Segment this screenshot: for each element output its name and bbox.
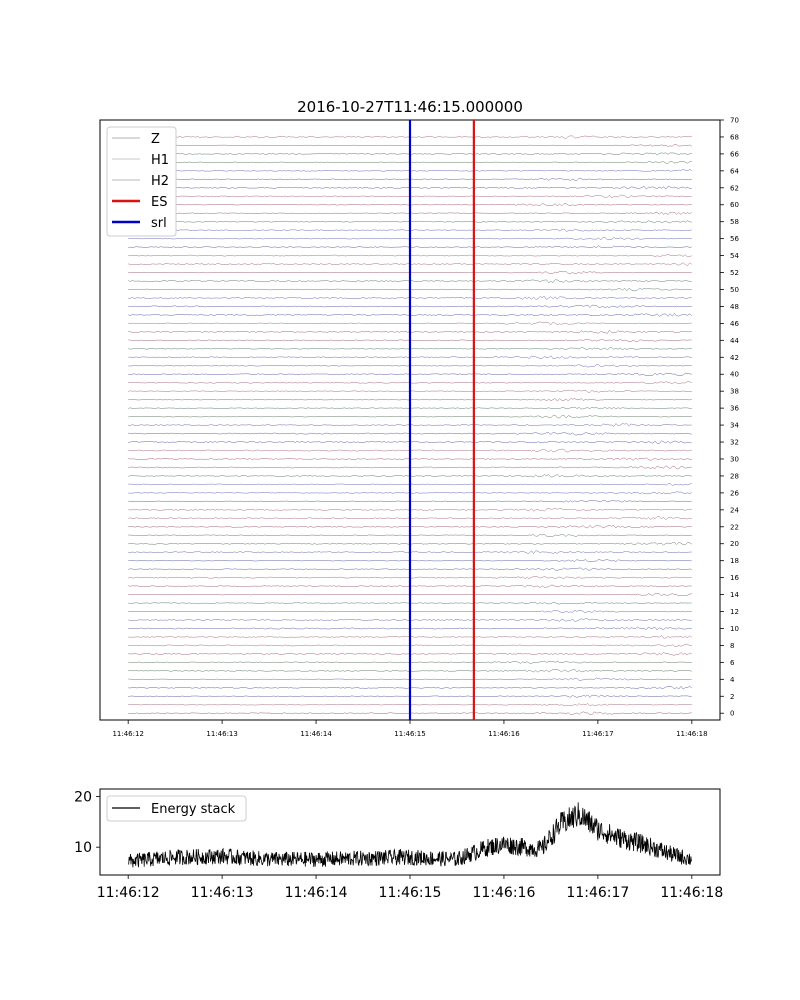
legend-energy-label: Energy stack (151, 802, 236, 817)
y-tick-label: 66 (730, 150, 739, 158)
y-tick-label: 64 (730, 167, 739, 175)
y-tick-label: 52 (730, 269, 739, 277)
y-tick-label: 54 (730, 252, 739, 260)
x-tick-label: 11:46:13 (206, 730, 237, 738)
y-tick-label: 14 (730, 591, 739, 599)
traces-panel: 2016-10-27T11:46:15.000000 11:46:12 11:46… (99, 98, 739, 738)
chart-title: 2016-10-27T11:46:15.000000 (297, 98, 523, 116)
x-tick-label: 11:46:17 (566, 885, 629, 901)
energy-panel: 11:46:12 11:46:13 11:46:14 11:46:15 11:46:16… (74, 788, 723, 901)
legend-srl-label: srl (151, 216, 167, 231)
x-tick-label: 11:46:16 (488, 730, 520, 738)
y-tick-label: 4 (730, 676, 735, 684)
x-tick-label: 11:46:15 (379, 885, 442, 901)
y-tick-label: 30 (730, 455, 739, 463)
y-tick-label: 10 (74, 840, 92, 856)
y-tick-label: 56 (730, 235, 739, 243)
legend-h2-label: H2 (151, 174, 169, 189)
x-tick-label: 11:46:12 (97, 885, 160, 901)
y-tick-label: 20 (74, 790, 92, 806)
energy-layer (128, 802, 693, 868)
x-tick-label: 11:46:14 (300, 730, 332, 738)
x-tick-label: 11:46:16 (472, 885, 535, 901)
legend-bottom: Energy stack (106, 795, 247, 822)
y-tick-label: 44 (730, 337, 739, 345)
y-tick-label: 70 (730, 117, 739, 125)
legend-h1-label: H1 (151, 153, 169, 168)
y-tick-label: 38 (730, 388, 739, 396)
pick-layer (408, 120, 475, 720)
legend-z-label: Z (151, 132, 160, 147)
y-tick-label: 22 (730, 523, 739, 531)
y-tick-label: 46 (730, 320, 739, 328)
energy-stack-line (128, 802, 693, 868)
y-tick-label: 18 (730, 557, 739, 565)
legend-es-label: ES (151, 195, 167, 210)
y-tick-label: 6 (730, 659, 735, 667)
y-tick-label: 36 (730, 405, 739, 413)
x-tick-label: 11:46:18 (676, 730, 707, 738)
y-axis-top: 0246810121416182022242628303234363840424… (720, 117, 739, 718)
y-tick-label: 12 (730, 608, 739, 616)
x-axis-top: 11:46:12 11:46:13 11:46:14 11:46:15 11:46:16… (112, 720, 708, 738)
x-tick-label: 11:46:17 (582, 730, 613, 738)
y-tick-label: 58 (730, 218, 739, 226)
x-tick-label: 11:46:18 (660, 885, 723, 901)
y-tick-label: 40 (730, 371, 739, 379)
y-tick-label: 68 (730, 133, 739, 141)
y-tick-label: 2 (730, 693, 734, 701)
y-tick-label: 62 (730, 184, 739, 192)
y-tick-label: 60 (730, 201, 739, 209)
y-tick-label: 16 (730, 574, 739, 582)
x-tick-label: 11:46:13 (191, 885, 254, 901)
y-tick-label: 26 (730, 489, 739, 497)
x-tick-label: 11:46:12 (112, 730, 143, 738)
y-axis-bottom: 10 20 (74, 790, 100, 856)
y-tick-label: 50 (730, 286, 739, 294)
y-tick-label: 8 (730, 642, 734, 650)
x-tick-label: 11:46:15 (394, 730, 425, 738)
y-tick-label: 28 (730, 472, 739, 480)
y-tick-label: 20 (730, 540, 739, 548)
y-tick-label: 32 (730, 439, 739, 447)
y-tick-label: 24 (730, 506, 739, 514)
y-tick-label: 34 (730, 422, 739, 430)
legend-bottom-box (106, 795, 247, 822)
y-tick-label: 42 (730, 354, 739, 362)
y-tick-label: 0 (730, 710, 734, 718)
x-axis-bottom: 11:46:12 11:46:13 11:46:14 11:46:15 11:46:16… (97, 875, 723, 901)
y-tick-label: 10 (730, 625, 739, 633)
x-tick-label: 11:46:14 (285, 885, 348, 901)
y-tick-label: 48 (730, 303, 739, 311)
legend-top: Z H1 H2 ES srl (106, 126, 177, 237)
legend-top-box (106, 126, 177, 237)
